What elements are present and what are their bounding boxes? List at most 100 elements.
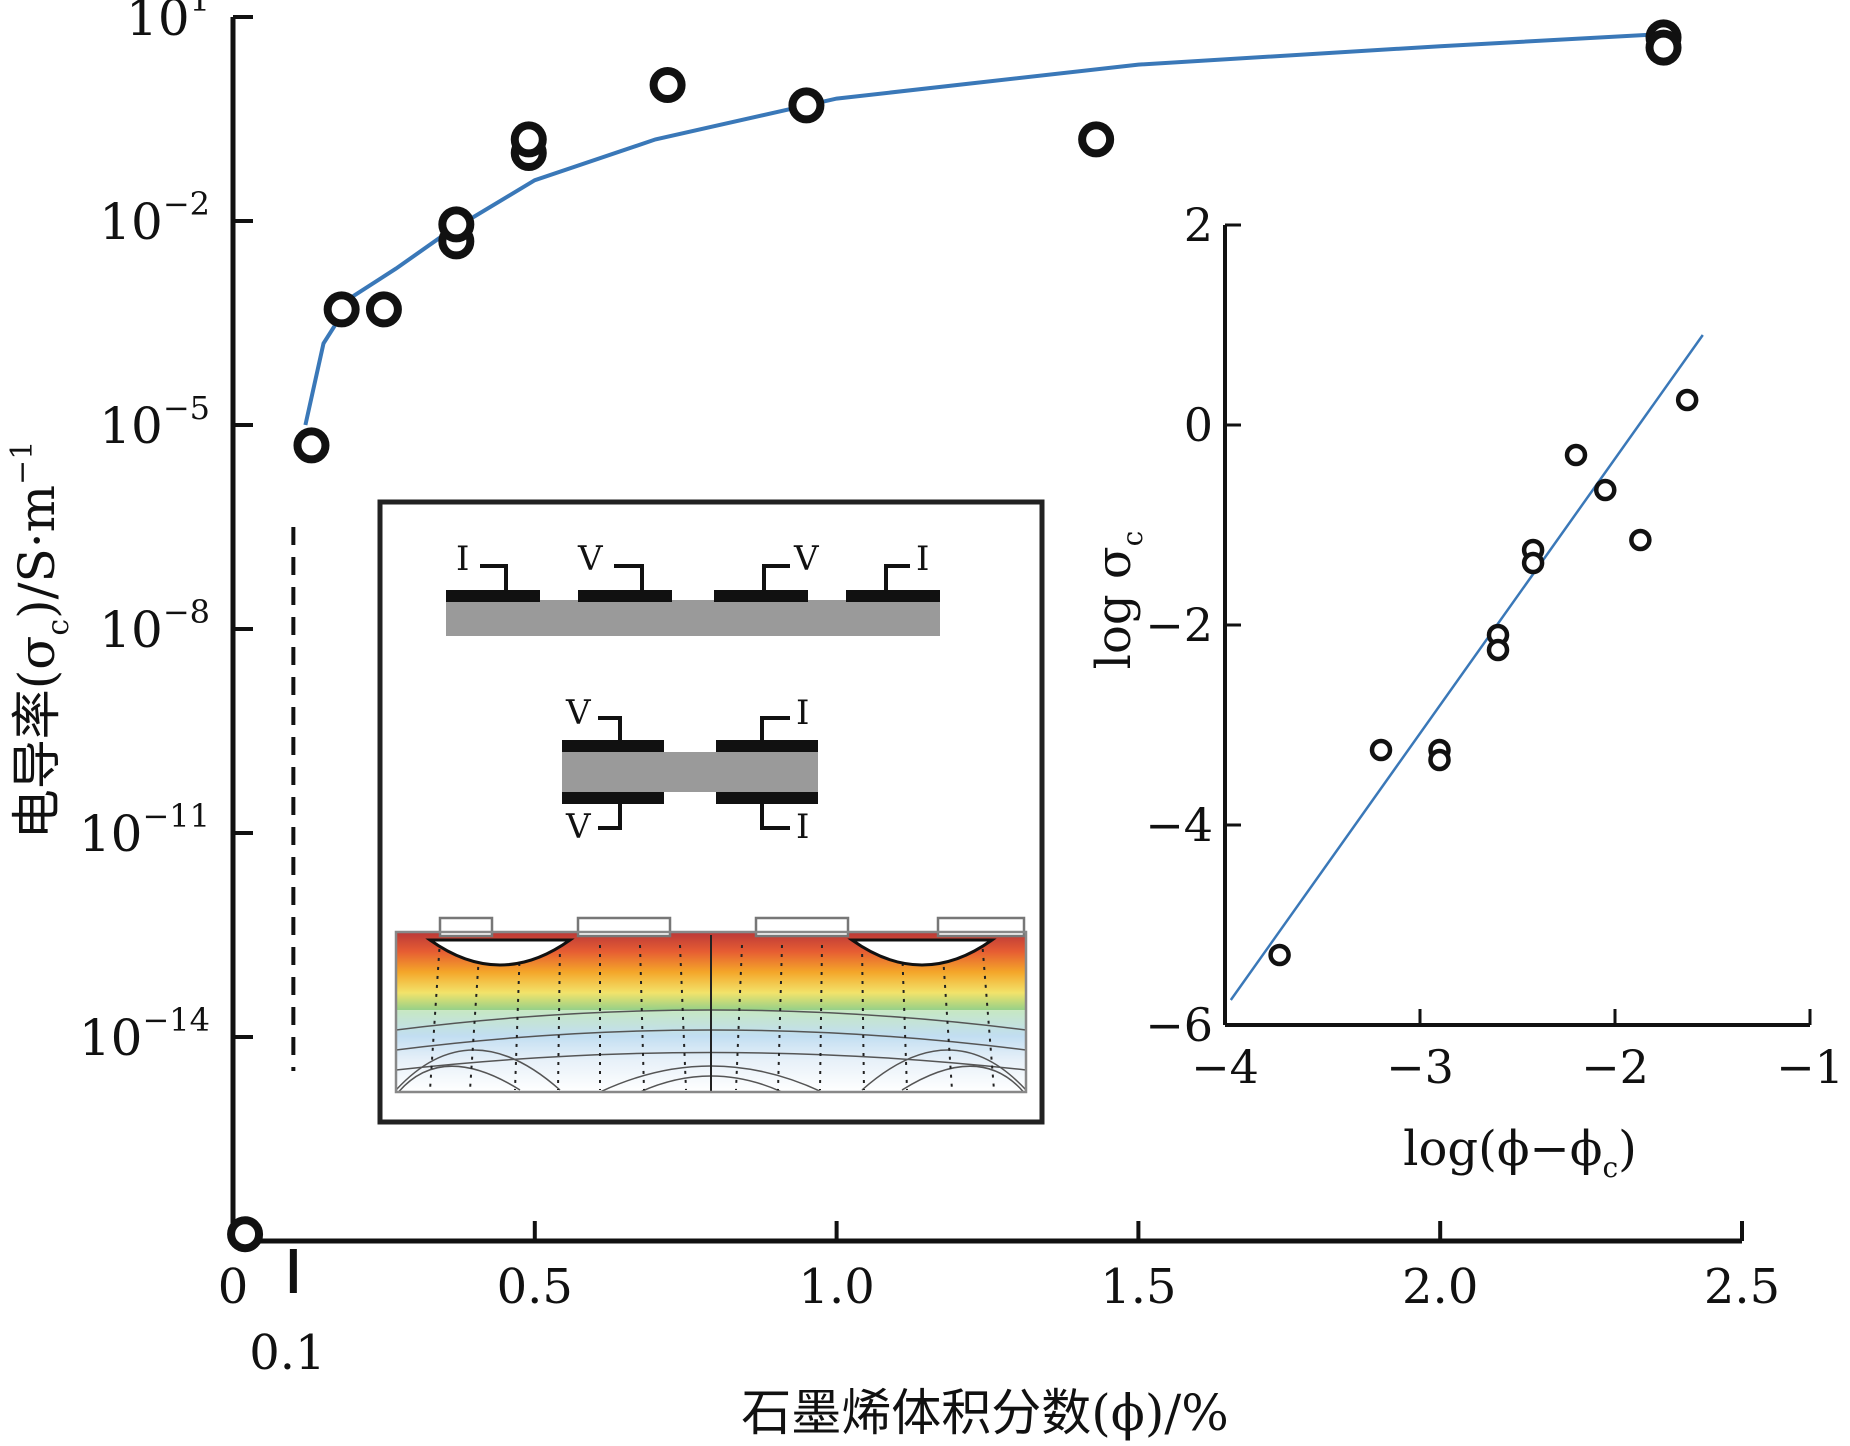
lead-wires-mid <box>598 716 790 830</box>
electrode-label: V <box>565 807 592 847</box>
lead-wire <box>480 564 508 590</box>
electrode-wells <box>425 938 997 967</box>
inset-x-tick-label: −3 <box>1386 1040 1454 1094</box>
data-point <box>1078 121 1115 158</box>
inset-data-point <box>1521 551 1545 575</box>
inset-x-tick-label: −1 <box>1776 1040 1844 1094</box>
inset-y-tick-label: −6 <box>1145 998 1213 1052</box>
substrate-top <box>446 600 940 636</box>
y-tick-label: 10−2 <box>99 185 210 251</box>
simulation-field-plot <box>396 932 1026 1092</box>
inset-data-point <box>1564 443 1588 467</box>
inset-data-point <box>1594 478 1617 502</box>
x-tick-label: 2.5 <box>1704 1259 1780 1315</box>
electrode <box>716 792 818 804</box>
data-point <box>510 121 547 158</box>
data-point <box>438 206 475 243</box>
inset-y-tick-label: −2 <box>1145 598 1213 652</box>
electrode-well <box>425 938 575 967</box>
schematic-inset: I V V I V I V I <box>377 499 1045 1125</box>
inset-data-point <box>1629 528 1652 552</box>
lead-wire <box>598 804 622 830</box>
electrode-label: V <box>577 539 604 579</box>
inset-data-point <box>1268 943 1291 967</box>
electrode-group-mid <box>562 740 818 804</box>
inset-data-point <box>1369 738 1393 762</box>
electrode-label: I <box>456 539 469 579</box>
electrode <box>846 590 940 602</box>
electrode <box>714 590 808 602</box>
inset-x-tick-label: −4 <box>1191 1040 1259 1094</box>
lead-wire <box>760 804 790 830</box>
field-line <box>777 944 783 1091</box>
lead-wire <box>598 716 622 740</box>
inset-fit-line <box>1229 334 1704 1001</box>
electrode-group-top <box>446 590 940 602</box>
field-line <box>819 944 823 1091</box>
lead-wire <box>614 564 644 590</box>
lead-wires-top <box>480 564 910 590</box>
contour-line <box>901 1065 1025 1092</box>
electrode-label: I <box>916 539 929 579</box>
inset-x-tick-label: −2 <box>1581 1040 1649 1094</box>
electrode-label: V <box>793 539 820 579</box>
x-tick-label: 1.0 <box>798 1259 874 1315</box>
electrode-pad <box>754 916 850 938</box>
threshold-label: 0.1 <box>249 1325 325 1381</box>
y-tick-label: 10−8 <box>99 593 210 659</box>
data-point <box>293 427 330 464</box>
substrate-mid <box>562 752 818 792</box>
x-tick-label: 0 <box>218 1259 249 1315</box>
y-tick-label: 10−5 <box>99 389 210 455</box>
y-tick-label: 101 <box>126 0 210 47</box>
electrode <box>716 740 818 752</box>
field-line <box>735 944 743 1091</box>
inset-y-axis-title: log σc <box>1086 531 1149 670</box>
contour-line <box>397 1065 521 1092</box>
lead-wire <box>760 716 790 740</box>
field-line <box>639 944 645 1091</box>
contour-line <box>861 1049 1026 1091</box>
electrode <box>562 792 664 804</box>
inset-data-point <box>1675 388 1699 412</box>
field-line <box>901 944 908 1091</box>
data-point <box>323 291 360 328</box>
electrode-pad <box>936 916 1026 938</box>
x-tick-label: 1.5 <box>1100 1259 1176 1315</box>
data-point <box>365 291 402 328</box>
lead-wire <box>884 564 910 590</box>
electrode-pad <box>438 916 494 938</box>
electrode <box>562 740 664 752</box>
field-lines <box>429 939 995 1091</box>
main-chart: 0 0.5 1.0 1.5 2.0 2.5 101 10−2 10−5 10−8 10−11 10−1… <box>5 0 1780 1442</box>
electrode-label: I <box>796 693 809 733</box>
electrode-label: I <box>796 807 809 847</box>
lead-wire <box>762 564 790 590</box>
inset-x-axis-title: log(ϕ−ϕc) <box>1403 1121 1637 1184</box>
y-tick-label: 10−14 <box>79 1001 210 1067</box>
data-point <box>1645 29 1682 66</box>
inset-data-point <box>1428 748 1451 772</box>
field-line <box>861 944 865 1091</box>
inset-y-tick-label: 0 <box>1184 398 1213 452</box>
electrode <box>578 590 672 602</box>
simulation-frame <box>394 930 1028 1094</box>
contour-line <box>396 1049 561 1091</box>
y-axis-title: 电导率(σc)/S·m−1 <box>5 441 76 840</box>
electrode-pad <box>576 916 672 938</box>
x-tick-label: 0.5 <box>497 1259 573 1315</box>
inset-data-point <box>1486 638 1510 662</box>
data-point <box>649 67 686 103</box>
inset-y-tick-label: 2 <box>1184 198 1213 252</box>
x-tick-label: 2.0 <box>1402 1259 1478 1315</box>
field-line <box>679 944 687 1091</box>
electrode-label: V <box>565 693 592 733</box>
inset-y-tick-label: −4 <box>1145 798 1213 852</box>
fit-curve <box>303 32 1664 426</box>
electrode <box>446 590 540 602</box>
electrode-well <box>847 938 997 967</box>
x-axis-title: 石墨烯体积分数(ϕ)/% <box>741 1384 1228 1442</box>
data-point <box>227 1216 264 1253</box>
